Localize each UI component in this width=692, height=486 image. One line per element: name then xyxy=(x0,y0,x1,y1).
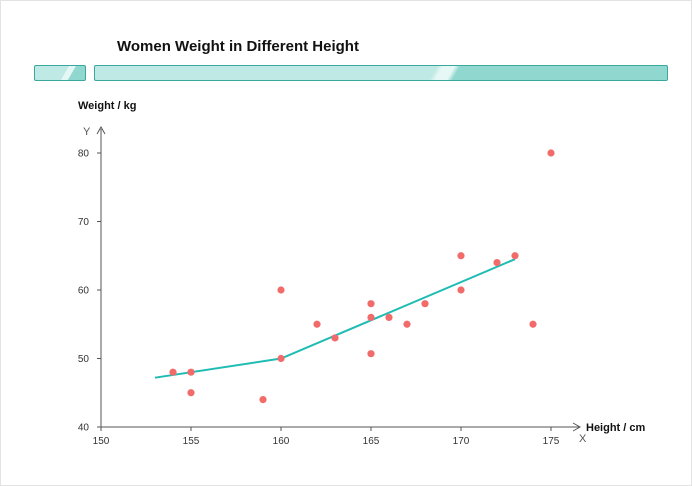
x-tick-label: 165 xyxy=(363,436,380,447)
x-tick-label: 160 xyxy=(273,436,290,447)
scatter-point xyxy=(169,368,177,376)
trend-line-group xyxy=(154,258,516,379)
x-axis-arrow xyxy=(572,422,582,432)
x-axis-title: Height / cm xyxy=(586,422,646,434)
scatter-point xyxy=(511,252,519,260)
x-tick-label: 150 xyxy=(93,436,110,447)
scatter-point xyxy=(367,313,375,321)
scatter-point xyxy=(385,313,393,321)
scatter-point xyxy=(331,334,339,342)
chart-title: Women Weight in Different Height xyxy=(117,38,359,55)
scatter-point xyxy=(259,396,267,404)
scatter-point xyxy=(547,149,555,157)
scatter-point xyxy=(277,286,285,294)
y-axis-arrow xyxy=(96,125,106,135)
y-axis-title: Weight / kg xyxy=(78,100,136,112)
x-ticks: 150 155 160 165 170 175 xyxy=(93,427,560,447)
scatter-point xyxy=(457,252,465,260)
scatter-point xyxy=(457,286,465,294)
data-points xyxy=(169,149,555,404)
y-tick-label: 40 xyxy=(78,423,90,434)
y-tick-label: 60 xyxy=(78,286,90,297)
y-tick-label: 50 xyxy=(78,354,90,365)
scatter-point xyxy=(367,300,375,308)
x-tick-label: 175 xyxy=(543,436,560,447)
title-banner-small xyxy=(34,65,86,81)
scatter-point xyxy=(187,368,195,376)
scatter-point xyxy=(277,354,285,363)
title-banner-large xyxy=(94,65,668,81)
trend-line xyxy=(154,258,516,379)
scatter-point xyxy=(313,320,321,328)
y-tick-label: 80 xyxy=(78,149,90,160)
scatter-point xyxy=(403,320,411,328)
y-axis-letter: Y xyxy=(83,126,91,138)
scatter-point xyxy=(529,320,537,328)
y-tick-label: 70 xyxy=(78,217,90,228)
scatter-point xyxy=(367,350,375,358)
scatter-point xyxy=(187,389,195,397)
x-axis-letter: X xyxy=(579,433,587,445)
y-ticks: 40 50 60 70 80 xyxy=(78,149,101,434)
x-tick-label: 155 xyxy=(183,436,200,447)
scatter-point xyxy=(421,300,429,308)
x-tick-label: 170 xyxy=(453,436,470,447)
scatter-point xyxy=(493,259,501,267)
